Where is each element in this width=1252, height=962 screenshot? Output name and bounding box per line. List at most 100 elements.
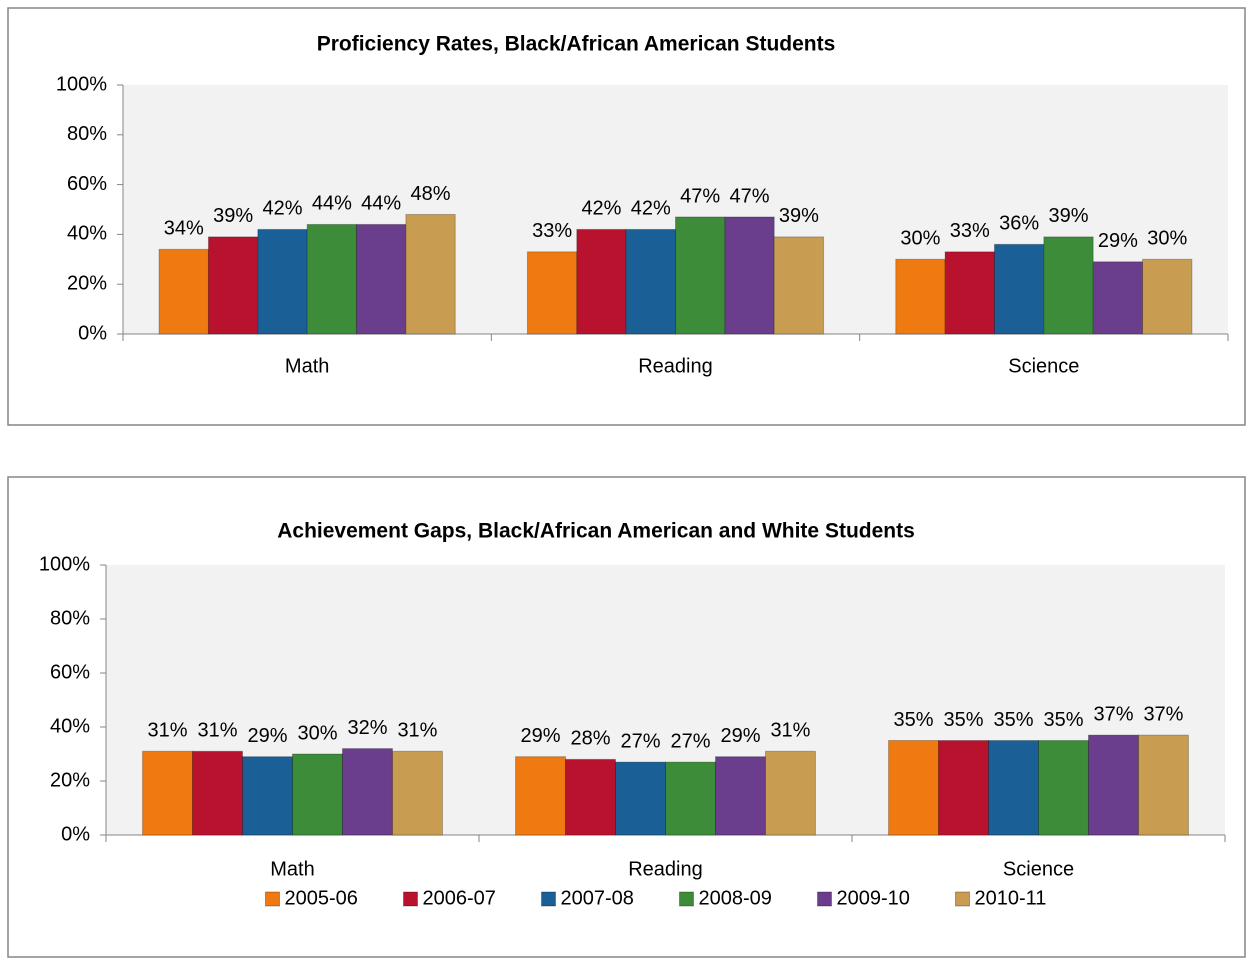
value-label: 36% xyxy=(999,213,1039,235)
y-tick-label: 0% xyxy=(78,322,107,344)
value-label: 27% xyxy=(620,730,660,752)
bar xyxy=(1087,734,1139,836)
legend-swatch xyxy=(955,891,970,907)
chart-title: Achievement Gaps, Black/African American… xyxy=(277,520,915,543)
value-label: 35% xyxy=(993,709,1033,731)
value-label: 31% xyxy=(397,720,437,742)
value-label: 29% xyxy=(720,725,760,747)
y-tick-label: 20% xyxy=(50,769,90,791)
y-tick-label: 100% xyxy=(39,553,90,575)
chart-title: Proficiency Rates, Black/African America… xyxy=(317,33,836,56)
value-label: 29% xyxy=(247,725,287,747)
x-tick-label: Reading xyxy=(628,858,703,880)
bar xyxy=(773,236,825,335)
value-label: 39% xyxy=(779,205,819,227)
value-label: 42% xyxy=(631,198,671,220)
bar xyxy=(242,756,294,836)
x-tick-label: Science xyxy=(1003,858,1074,880)
bar xyxy=(993,243,1045,335)
x-tick-label: Math xyxy=(270,858,314,880)
bar xyxy=(1038,740,1089,836)
legend-label: 2010-11 xyxy=(975,887,1047,909)
value-label: 33% xyxy=(950,220,990,242)
value-label: 44% xyxy=(361,193,401,215)
value-label: 33% xyxy=(532,220,572,242)
x-tick-label: Math xyxy=(285,355,329,377)
value-label: 35% xyxy=(944,709,984,731)
bar xyxy=(306,223,358,335)
value-label: 31% xyxy=(770,720,810,742)
bar xyxy=(405,213,456,335)
y-tick-label: 20% xyxy=(67,272,107,294)
bar xyxy=(665,761,716,836)
bar xyxy=(714,756,766,836)
bar xyxy=(526,251,578,335)
value-label: 32% xyxy=(347,717,387,739)
bar xyxy=(192,750,244,836)
value-label: 31% xyxy=(198,720,238,742)
legend-swatch xyxy=(679,891,694,907)
value-label: 47% xyxy=(730,185,770,207)
bar xyxy=(158,248,209,335)
value-label: 29% xyxy=(1098,230,1138,252)
bar xyxy=(565,758,617,836)
bar xyxy=(625,228,676,335)
value-label: 39% xyxy=(213,205,253,227)
value-label: 44% xyxy=(312,193,352,215)
bar xyxy=(988,740,1040,836)
value-label: 39% xyxy=(1048,205,1088,227)
value-label: 35% xyxy=(894,709,934,731)
value-label: 35% xyxy=(1043,709,1083,731)
bar xyxy=(888,740,940,836)
bar xyxy=(207,236,259,335)
value-label: 34% xyxy=(164,218,204,240)
value-label: 27% xyxy=(670,730,710,752)
y-tick-label: 40% xyxy=(67,223,107,245)
bar xyxy=(576,228,627,335)
value-label: 30% xyxy=(1147,228,1187,250)
legend-label: 2005-06 xyxy=(285,887,358,909)
value-label: 28% xyxy=(571,728,611,750)
y-tick-label: 100% xyxy=(56,73,107,95)
x-tick-label: Science xyxy=(1008,355,1079,377)
bar xyxy=(675,216,726,335)
value-label: 37% xyxy=(1093,703,1133,725)
bar xyxy=(938,740,990,836)
y-tick-label: 60% xyxy=(50,661,90,683)
bar xyxy=(142,750,194,836)
legend-label: 2008-09 xyxy=(699,887,772,909)
value-label: 47% xyxy=(680,185,720,207)
y-tick-label: 80% xyxy=(50,607,90,629)
legend-swatch xyxy=(817,891,832,907)
y-tick-label: 40% xyxy=(50,715,90,737)
bar xyxy=(1137,734,1189,836)
value-label: 31% xyxy=(148,720,188,742)
y-tick-label: 80% xyxy=(67,123,107,145)
bar xyxy=(1043,236,1094,335)
bar xyxy=(764,750,816,836)
bar xyxy=(895,258,946,335)
x-tick-label: Reading xyxy=(638,355,713,377)
bar xyxy=(292,753,343,836)
value-label: 42% xyxy=(262,198,302,220)
bar xyxy=(1092,261,1144,335)
value-label: 37% xyxy=(1143,703,1183,725)
legend-label: 2006-07 xyxy=(423,887,496,909)
value-label: 30% xyxy=(297,722,337,744)
legend-swatch xyxy=(403,891,418,907)
bar xyxy=(615,761,667,836)
legend-swatch xyxy=(265,891,280,907)
bar xyxy=(724,216,775,335)
bar xyxy=(257,228,308,335)
legend-swatch xyxy=(541,891,556,907)
bar xyxy=(341,748,393,836)
value-label: 29% xyxy=(521,725,561,747)
value-label: 30% xyxy=(900,228,940,250)
bar xyxy=(1142,258,1193,335)
value-label: 42% xyxy=(581,198,621,220)
value-label: 48% xyxy=(411,183,451,205)
bar xyxy=(515,756,567,836)
bar xyxy=(944,251,995,335)
bar xyxy=(356,223,407,335)
